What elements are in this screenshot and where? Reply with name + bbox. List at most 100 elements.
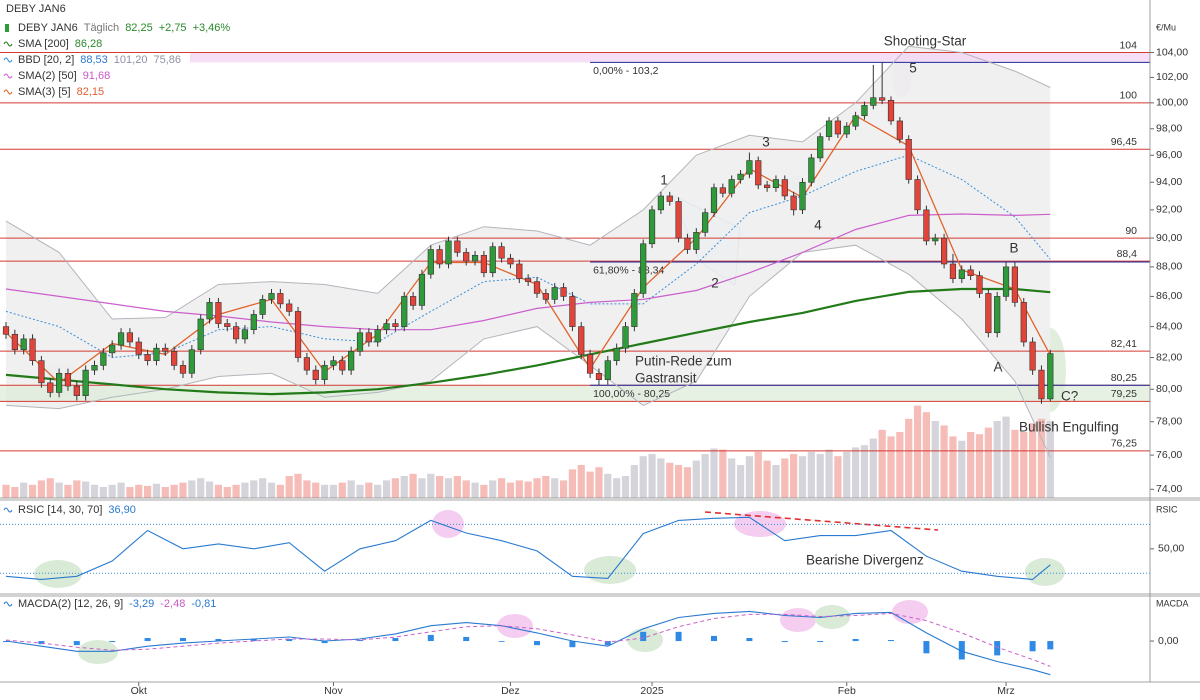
candle-body	[622, 326, 629, 349]
annotation: 3	[762, 135, 770, 150]
candle-body	[684, 237, 691, 250]
candle-body	[737, 173, 744, 180]
volume-bar	[1037, 418, 1046, 498]
legend-value: -0,81	[191, 598, 216, 610]
histogram-bar	[180, 637, 186, 642]
highlight	[497, 614, 533, 638]
candle-body	[241, 329, 249, 340]
volume-bar	[471, 482, 479, 498]
candle-body	[82, 369, 89, 396]
legend-entry: SMA [200] 86,28	[18, 38, 102, 50]
highlight	[78, 640, 118, 664]
volume-bar	[259, 478, 267, 498]
annotation: 4	[814, 218, 822, 233]
candle-body	[498, 246, 505, 259]
annotation: Bullish Engulfing	[1019, 420, 1119, 435]
volume-bar	[559, 480, 568, 498]
candle-body	[233, 326, 240, 340]
level-label: 100	[1119, 90, 1137, 102]
volume-bar	[657, 458, 665, 498]
candle-body	[418, 273, 426, 306]
candle-body	[365, 332, 372, 343]
y-tick-label: 98,00	[1156, 123, 1182, 135]
volume-bar	[719, 449, 727, 498]
volume-bar	[205, 481, 214, 498]
volume-bar	[1029, 423, 1037, 498]
candle-body	[976, 275, 983, 294]
legend-entry: RSIC [14, 30, 70] 36,90	[18, 504, 136, 516]
annotation: Putin-Rede zum	[635, 354, 732, 369]
legend-icon	[3, 601, 13, 607]
legend-value: +2,75	[159, 22, 187, 34]
annotation: 2	[711, 276, 719, 291]
candle-body	[489, 246, 496, 274]
y-tick-label: 90,00	[1156, 232, 1182, 244]
volume-bar	[338, 482, 346, 498]
volume-bar	[188, 480, 196, 498]
histogram-bar	[746, 637, 753, 642]
legend-icon	[3, 73, 13, 79]
y-tick-label: 74,00	[1156, 483, 1182, 495]
volume-bar	[506, 482, 515, 498]
candle-body	[675, 201, 682, 239]
volume-bar	[887, 436, 895, 498]
highlight	[780, 608, 816, 632]
volume-bar	[73, 480, 81, 498]
candle-body	[188, 349, 195, 374]
volume-bar	[321, 484, 329, 498]
candle-body	[542, 293, 549, 300]
annotation: 5	[909, 61, 917, 76]
volume-bar	[20, 482, 28, 498]
candle-body	[533, 281, 541, 294]
volume-bar	[896, 432, 904, 498]
candle-body	[117, 332, 125, 346]
volume-bar	[772, 465, 780, 498]
candle-body	[91, 365, 98, 371]
histogram-bar	[711, 635, 717, 642]
volume-bar	[232, 484, 240, 498]
candle-body	[383, 323, 390, 330]
candle-body	[268, 293, 275, 300]
candle-body	[861, 105, 868, 117]
candle-body	[1002, 266, 1010, 297]
volume-bar	[267, 482, 276, 498]
candle-body	[843, 125, 850, 135]
bollinger-lower	[5, 244, 1051, 458]
volume-bar	[975, 434, 984, 498]
volume-bar	[276, 484, 284, 498]
legend-value: 88,53	[80, 54, 108, 66]
candle-body	[135, 341, 142, 355]
legend-value: Täglich	[84, 22, 119, 34]
level-label: 79,25	[1111, 388, 1137, 400]
y-tick-label: 100,00	[1156, 97, 1188, 109]
histogram-bar	[817, 641, 824, 643]
candle-body	[454, 240, 461, 253]
volume-bar	[436, 476, 444, 498]
candle-body	[905, 138, 912, 180]
candle-body	[294, 311, 302, 358]
histogram-bar	[1047, 641, 1054, 650]
macd-line	[5, 610, 1051, 676]
candle-body	[755, 160, 762, 186]
volume-bar	[400, 476, 408, 498]
volume-bar	[860, 445, 869, 498]
volume-bar	[630, 465, 638, 498]
candle-body	[427, 249, 434, 275]
volume-bar	[382, 480, 391, 498]
volume-bar	[108, 484, 116, 498]
volume-bar	[745, 456, 753, 498]
candle-body	[507, 257, 514, 265]
volume-bar	[241, 482, 249, 498]
histogram-bar	[392, 637, 399, 642]
volume-bar	[515, 480, 523, 498]
candle-body	[666, 195, 673, 202]
volume-bar	[99, 487, 107, 498]
candle-body	[949, 263, 957, 279]
legend-value: -3,29	[129, 598, 154, 610]
volume-bar	[604, 473, 612, 498]
y-tick-label: 92,00	[1156, 204, 1182, 216]
indicator-line	[5, 213, 1051, 331]
resistance-zone	[190, 52, 1150, 63]
volume-bar	[250, 480, 258, 498]
histogram-bar	[3, 641, 9, 643]
